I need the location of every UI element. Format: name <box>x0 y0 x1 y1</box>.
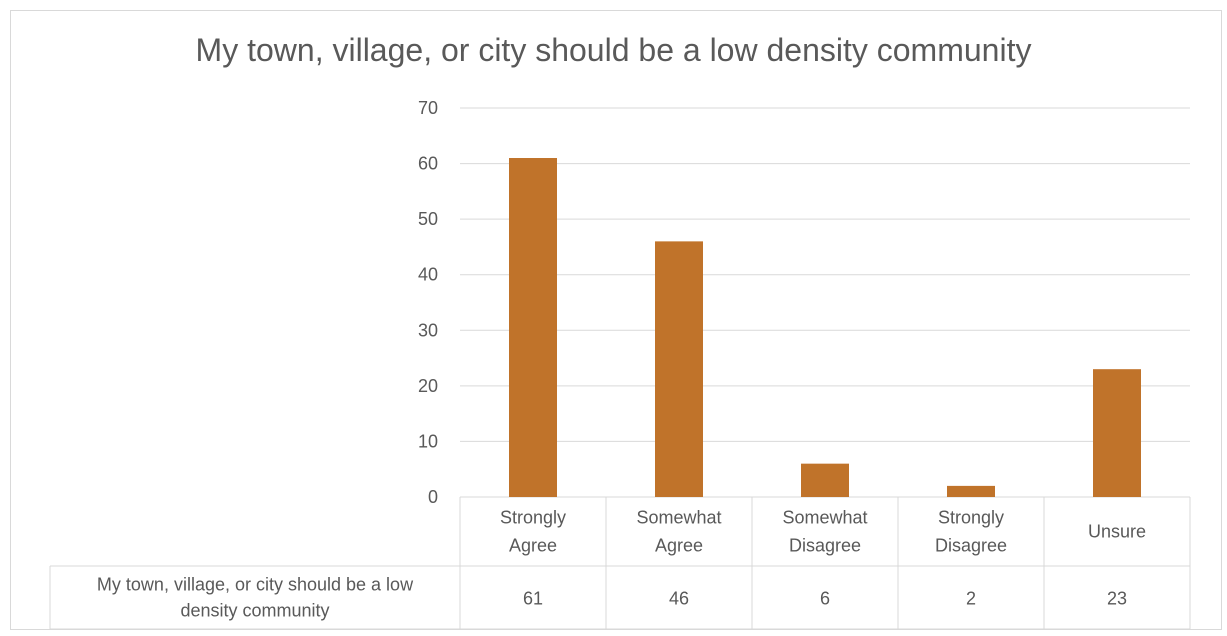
y-tick-label: 40 <box>418 265 438 285</box>
data-table-value: 2 <box>966 589 976 609</box>
category-label: Somewhat <box>636 508 721 528</box>
data-table-value: 23 <box>1107 589 1127 609</box>
chart-title: My town, village, or city should be a lo… <box>195 32 1032 68</box>
y-tick-label: 60 <box>418 154 438 174</box>
series-name-label: density community <box>180 601 329 621</box>
y-tick-label: 70 <box>418 98 438 118</box>
category-label: Agree <box>509 536 557 556</box>
bar <box>655 241 703 497</box>
y-tick-label: 20 <box>418 376 438 396</box>
data-table-value: 61 <box>523 589 543 609</box>
bar <box>1093 369 1141 497</box>
series-name-label: My town, village, or city should be a lo… <box>97 575 414 595</box>
data-table-value: 6 <box>820 589 830 609</box>
y-tick-label: 30 <box>418 320 438 340</box>
y-tick-label: 50 <box>418 209 438 229</box>
category-label: Disagree <box>789 536 861 556</box>
category-label: Disagree <box>935 536 1007 556</box>
category-label: Somewhat <box>782 508 867 528</box>
chart-frame <box>10 10 1222 630</box>
bar <box>801 463 849 497</box>
bar <box>509 158 557 497</box>
data-table-value: 46 <box>669 589 689 609</box>
y-tick-label: 0 <box>428 487 438 507</box>
y-tick-label: 10 <box>418 431 438 451</box>
category-label: Unsure <box>1088 522 1146 542</box>
bar <box>947 485 995 497</box>
category-label: Strongly <box>938 508 1004 528</box>
category-label: Strongly <box>500 508 566 528</box>
category-label: Agree <box>655 536 703 556</box>
